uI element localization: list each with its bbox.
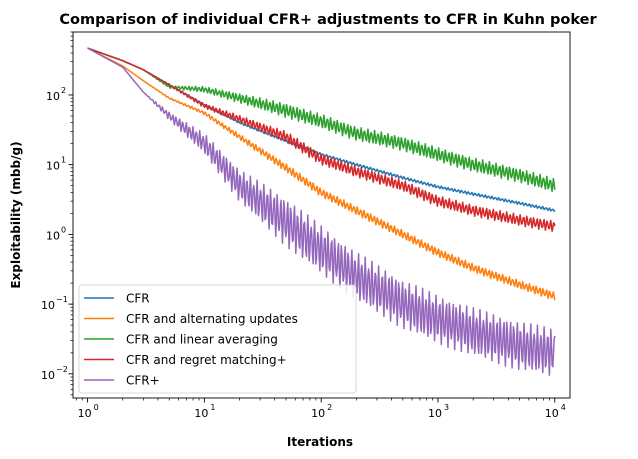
- legend-box: [78, 284, 357, 394]
- legend-label-2: CFR and alternating updates: [126, 312, 298, 326]
- series-line-4: [87, 47, 556, 233]
- y-tick-exponent: −1: [56, 295, 68, 304]
- x-axis-label: Iterations: [287, 435, 353, 449]
- y-tick-label: 10: [41, 299, 55, 312]
- y-tick-label: 10: [46, 229, 60, 242]
- y-tick-exponent: 2: [61, 86, 66, 95]
- series-line-3: [87, 47, 556, 193]
- series-line-5: [87, 47, 556, 376]
- series-line-2: [87, 47, 556, 301]
- x-tick-label: 10: [194, 407, 208, 420]
- legend-label-4: CFR and regret matching+: [126, 353, 287, 367]
- x-axis-ticks: 10 0 10 1 10 2 10 3 10 4: [75, 398, 566, 420]
- legend-label-1: CFR: [126, 292, 150, 306]
- x-tick-exponent: 3: [444, 403, 449, 412]
- x-tick-label: 10: [428, 407, 442, 420]
- x-tick-label: 10: [78, 407, 92, 420]
- x-tick-label: 10: [545, 407, 559, 420]
- y-tick-exponent: −2: [56, 365, 68, 374]
- x-tick-exponent: 2: [327, 403, 332, 412]
- x-tick-exponent: 1: [210, 403, 215, 412]
- y-axis-label: Exploitability (mbb/g): [9, 141, 23, 288]
- y-tick-label: 10: [46, 90, 60, 103]
- legend: CFR CFR and alternating updates CFR and li…: [78, 284, 357, 394]
- legend-label-3: CFR and linear averaging: [126, 333, 278, 347]
- legend-label-5: CFR+: [126, 374, 160, 388]
- chart-title: Comparison of individual CFR+ adjustment…: [59, 12, 597, 28]
- y-tick-label: 10: [41, 369, 55, 382]
- x-tick-exponent: 4: [561, 403, 566, 412]
- y-tick-exponent: 1: [61, 156, 66, 165]
- x-tick-exponent: 0: [94, 403, 99, 412]
- series-layer: [87, 47, 556, 376]
- y-tick-label: 10: [46, 160, 60, 173]
- x-tick-label: 10: [311, 407, 325, 420]
- y-tick-exponent: 0: [61, 225, 66, 234]
